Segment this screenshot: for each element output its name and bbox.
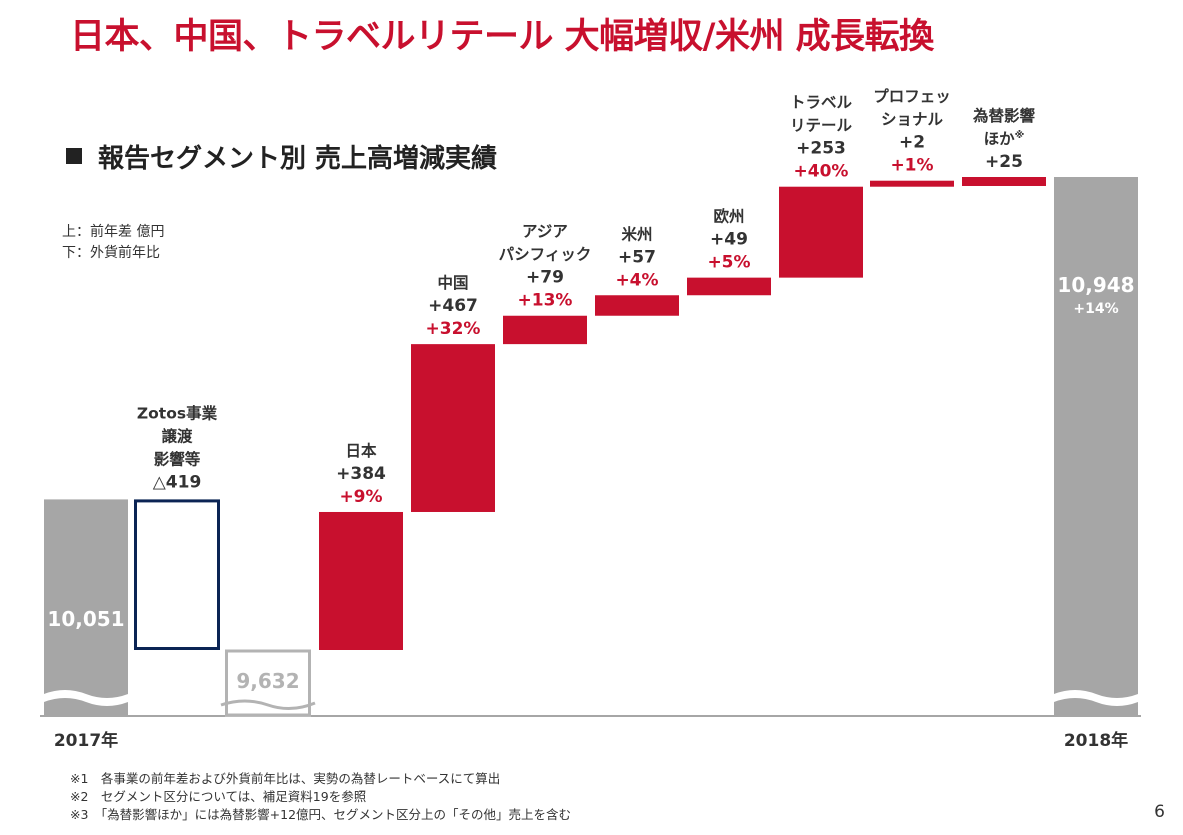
bar-label-line: 譲渡	[161, 426, 193, 445]
axis-break-mark	[1054, 690, 1138, 706]
bar-label-line: Zotos事業	[137, 403, 218, 422]
bar-pct-label: +1%	[890, 156, 933, 176]
bar-label-line: パシフィック	[499, 246, 592, 264]
bar-pct-label: +40%	[794, 162, 849, 182]
bar-pct-label: +5%	[707, 253, 750, 273]
bar-pct-label: +14%	[1073, 301, 1118, 317]
legend-note-lower: 下：外貨前年比	[62, 245, 160, 261]
bar-label-line: トラベル	[790, 94, 853, 112]
page-number: 6	[1154, 802, 1165, 822]
bar-value-label: 9,632	[236, 669, 299, 693]
bar-label-line: 為替影響	[973, 106, 1036, 125]
bar-pct-label: +13%	[518, 291, 573, 311]
bar-label-line: 日本	[345, 441, 377, 460]
bar-increase	[870, 180, 954, 187]
square-bullet-icon	[66, 148, 82, 164]
bar-label-line: △419	[153, 472, 202, 492]
axis-break-mark	[44, 690, 128, 706]
chart-subtitle: 報告セグメント別 売上高増減実績	[66, 138, 497, 175]
footnote-2: ※2 セグメント区分については、補足資料19を参照	[70, 789, 367, 804]
bar-label-line: 影響等	[154, 449, 201, 468]
bar-label-line: ショナル	[881, 111, 944, 129]
bar-pct-label: +4%	[615, 270, 658, 290]
bar-increase	[319, 511, 403, 650]
bar-decrease	[134, 499, 220, 650]
bar-label-line: +253	[796, 139, 846, 159]
bar-total-11	[1054, 177, 1138, 716]
bar-increase	[962, 177, 1046, 186]
bar-increase	[595, 295, 679, 316]
bar-increase	[503, 315, 587, 345]
note-mark: ※	[1015, 129, 1025, 141]
footnote-1: ※1 各事業の前年差および外貨前年比は、実勢の為替レートベースにて算出	[70, 771, 501, 786]
bar-label-line: プロフェッ	[873, 87, 951, 106]
bar-label-line: +384	[336, 464, 386, 484]
bar-pct-label: +9%	[339, 487, 382, 507]
bar-label-line: +57	[618, 247, 656, 267]
legend-note-upper: 上：前年差 億円	[62, 224, 165, 240]
bar-label-line: +25	[985, 152, 1023, 172]
bar-pct-label: +32%	[426, 319, 481, 339]
bar-label-line: +79	[526, 268, 564, 288]
bar-value-label: 10,051	[47, 607, 124, 631]
page-title: 日本、中国、トラベルリテール 大幅増収/米州 成長転換	[70, 17, 934, 57]
x-axis-label: 2017年	[54, 730, 118, 751]
chart-subtitle-text: 報告セグメント別 売上高増減実績	[98, 144, 498, 174]
bar-increase	[779, 186, 863, 278]
bar-increase	[687, 277, 771, 296]
bar-label-line: +467	[428, 296, 478, 316]
bar-label-line: 中国	[437, 273, 468, 292]
axis-break-mark	[220, 699, 316, 710]
bar-label-line: +49	[710, 230, 748, 250]
bar-label-line: リテール	[790, 117, 853, 135]
bar-total-0	[44, 499, 128, 716]
bar-label-line: +2	[899, 133, 925, 153]
bar-value-label: 10,948	[1057, 273, 1134, 297]
bar-increase	[411, 344, 495, 512]
x-axis-label: 2018年	[1064, 730, 1128, 751]
bar-label-line: 米州	[621, 224, 652, 243]
bar-label-line: 欧州	[713, 207, 744, 226]
bar-label-line: ほか※	[984, 129, 1025, 148]
bar-label-line: アジア	[522, 223, 568, 241]
footnote-3: ※3 「為替影響ほか」には為替影響+12億円、セグメント区分上の「その他」売上を…	[70, 807, 572, 822]
